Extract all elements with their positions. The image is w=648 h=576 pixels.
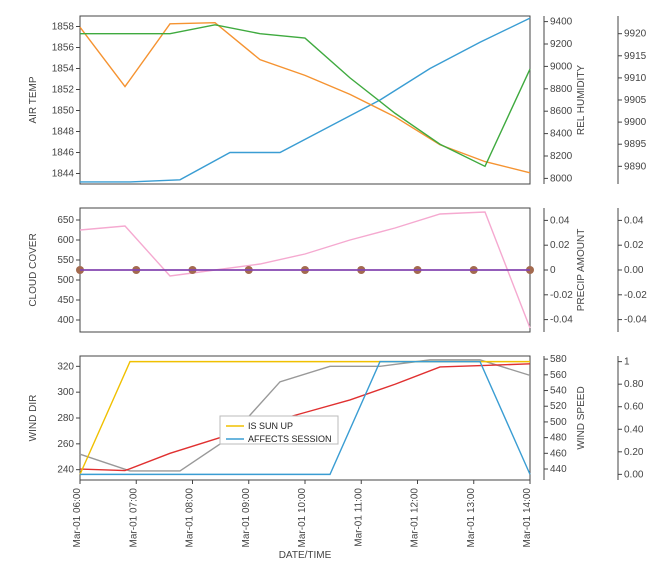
ytick-label: 0: [550, 265, 556, 276]
ytick-label: 8200: [550, 151, 573, 162]
ytick-label: 500: [550, 417, 567, 428]
ytick-label: 9915: [624, 51, 647, 62]
ytick-label: 1854: [52, 64, 75, 75]
xtick-label: Mar-01 13:00: [466, 488, 477, 548]
ytick-label: 300: [57, 387, 74, 398]
ytick-label: 9920: [624, 29, 647, 40]
xtick-label: Mar-01 11:00: [353, 488, 364, 547]
ytick-label: 8800: [550, 84, 573, 95]
xtick-label: Mar-01 08:00: [185, 488, 196, 548]
ytick-label: 0.00: [624, 265, 644, 276]
series-air-temp: [80, 18, 530, 182]
axis-label-right1: REL HUMIDITY: [576, 65, 587, 136]
xtick-label: Mar-01 07:00: [128, 488, 139, 548]
series-wind-dir: [80, 360, 530, 471]
ytick-label: 560: [550, 370, 567, 381]
ytick-label: 0.60: [624, 402, 644, 413]
panel-1: [80, 16, 530, 184]
ytick-label: -0.02: [550, 290, 573, 301]
xtick-label: Mar-01 12:00: [410, 488, 421, 548]
ytick-label: 8600: [550, 106, 573, 117]
ytick-label: 0.20: [624, 447, 644, 458]
ytick-label: 0.02: [624, 240, 644, 251]
ytick-label: 9000: [550, 61, 573, 72]
ytick-label: 260: [57, 439, 74, 450]
ytick-label: 540: [550, 386, 567, 397]
ytick-label: 0.04: [624, 215, 644, 226]
ytick-label: 320: [57, 361, 74, 372]
axis-label-left: AIR TEMP: [28, 76, 39, 123]
series-rel-humidity: [80, 23, 530, 173]
ytick-label: 1: [624, 357, 630, 368]
ytick-label: 1858: [52, 22, 75, 33]
ytick-label: 1848: [52, 127, 75, 138]
axis-label-right1: WIND SPEED: [576, 386, 587, 449]
ytick-label: 9905: [624, 95, 647, 106]
ytick-label: 450: [57, 295, 74, 306]
ytick-label: -0.02: [624, 290, 647, 301]
xtick-label: Mar-01 14:00: [522, 488, 533, 548]
ytick-label: 9900: [624, 117, 647, 128]
ytick-label: 0.02: [550, 240, 570, 251]
ytick-label: 0.40: [624, 424, 644, 435]
ytick-label: 550: [57, 255, 74, 266]
axis-label-left: CLOUD COVER: [28, 233, 39, 306]
ytick-label: 9200: [550, 39, 573, 50]
ytick-label: 9890: [624, 161, 647, 172]
ytick-label: 280: [57, 413, 74, 424]
ytick-label: 9910: [624, 73, 647, 84]
ytick-label: 1856: [52, 43, 75, 54]
ytick-label: 440: [550, 464, 567, 475]
xaxis-label: DATE/TIME: [279, 550, 332, 561]
xtick-label: Mar-01 09:00: [241, 488, 252, 548]
ytick-label: 9895: [624, 139, 647, 150]
ytick-label: 1844: [52, 169, 75, 180]
ytick-label: 400: [57, 315, 74, 326]
axis-label-left: WIND DIR: [28, 395, 39, 442]
ytick-label: 650: [57, 215, 74, 226]
ytick-label: 240: [57, 465, 74, 476]
ytick-label: 600: [57, 235, 74, 246]
xtick-label: Mar-01 10:00: [297, 488, 308, 548]
ytick-label: -0.04: [624, 315, 647, 326]
ytick-label: 8000: [550, 173, 573, 184]
ytick-label: 520: [550, 401, 567, 412]
legend-label: AFFECTS SESSION: [248, 434, 332, 444]
ytick-label: 1850: [52, 106, 75, 117]
ytick-label: 1846: [52, 148, 75, 159]
ytick-label: 500: [57, 275, 74, 286]
ytick-label: 0.80: [624, 379, 644, 390]
ytick-label: 460: [550, 448, 567, 459]
legend-label: IS SUN UP: [248, 421, 293, 431]
ytick-label: 580: [550, 354, 567, 365]
axis-label-right1: PRECIP AMOUNT: [576, 229, 587, 312]
ytick-label: -0.04: [550, 315, 573, 326]
ytick-label: 1852: [52, 85, 75, 96]
ytick-label: 8400: [550, 129, 573, 140]
ytick-label: 0.04: [550, 215, 570, 226]
xtick-label: Mar-01 06:00: [72, 488, 83, 548]
series-pressure: [80, 25, 530, 166]
ytick-label: 9400: [550, 17, 573, 28]
ytick-label: 0.00: [624, 469, 644, 480]
ytick-label: 480: [550, 433, 567, 444]
